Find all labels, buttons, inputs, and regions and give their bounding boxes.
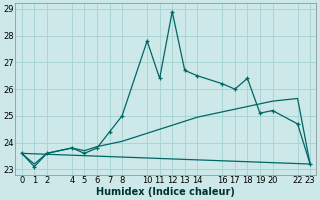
X-axis label: Humidex (Indice chaleur): Humidex (Indice chaleur) (97, 187, 236, 197)
